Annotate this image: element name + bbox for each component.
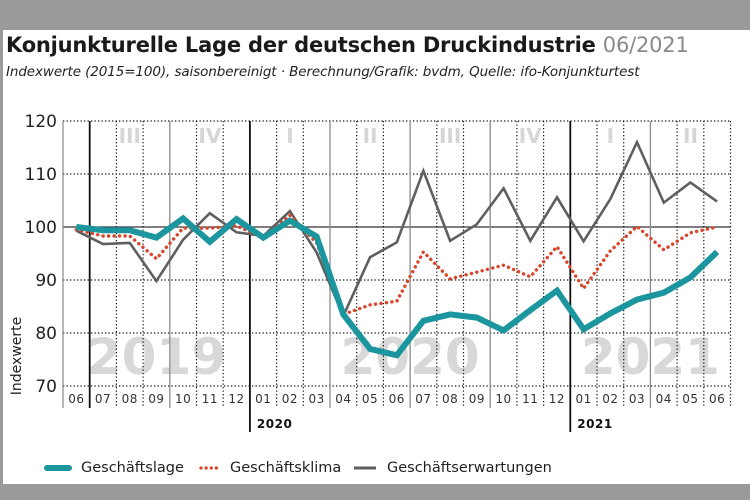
legend-item-geschaeftsklima: Geschäftsklima: [199, 460, 341, 476]
quarter-label: II: [363, 124, 378, 148]
legend-swatch-thin-line: [354, 466, 376, 470]
quarter-label: IV: [198, 124, 221, 148]
legend-label: Geschäftserwartungen: [387, 460, 552, 476]
chart-panel: [3, 30, 750, 484]
grid: [62, 120, 732, 432]
x-tick-label: 03: [309, 392, 325, 406]
x-tick-label: 02: [282, 392, 298, 406]
year-label: 2021: [577, 417, 612, 431]
legend-swatch-dotted-line: [199, 466, 221, 470]
chart-title: Konjunkturelle Lage der deutschen Drucki…: [6, 33, 689, 57]
series-lines: [74, 139, 720, 359]
y-tick-label: 100: [25, 218, 57, 238]
x-tick-label: 09: [148, 392, 164, 406]
x-tick-label: 06: [389, 392, 405, 406]
x-tick-label: 04: [656, 392, 672, 406]
quarter-label: I: [607, 124, 614, 148]
x-tick-label: 01: [255, 392, 271, 406]
x-tick-label: 11: [202, 392, 218, 406]
quarter-label: III: [119, 124, 141, 148]
y-tick-label: 120: [25, 112, 57, 132]
quarter-label: IV: [519, 124, 542, 148]
x-tick-label: 08: [442, 392, 458, 406]
chart-subtitle: Indexwerte (2015=100), saisonbereinigt ·…: [6, 64, 640, 80]
year-label: 2020: [257, 417, 292, 431]
title-text: Konjunkturelle Lage der deutschen Drucki…: [6, 33, 596, 57]
x-tick-label: 05: [362, 392, 378, 406]
legend-label: Geschäftslage: [81, 460, 184, 476]
x-tick-label: 10: [175, 392, 191, 406]
x-tick-label: 10: [495, 392, 511, 406]
legend: Geschäftslage Geschäftsklima Geschäftser…: [0, 460, 750, 480]
background-year-labels: 2019 2020 2021: [87, 328, 720, 386]
x-tick-label: 08: [122, 392, 138, 406]
series-line-geschaeftslage: [75, 214, 720, 359]
x-tick-label: 07: [415, 392, 431, 406]
x-tick-label: 07: [95, 392, 111, 406]
legend-label: Geschäftsklima: [230, 460, 342, 476]
quarter-label: III: [439, 124, 461, 148]
x-axis-ticks: 06 07 08 09 10 11 12 01 02 03 04 05 06 07 08 09 10 11 12 01…: [68, 392, 725, 406]
x-tick-label: 06: [68, 392, 84, 406]
quarter-label: I: [286, 124, 293, 148]
x-tick-label: 11: [522, 392, 538, 406]
x-tick-label: 12: [549, 392, 565, 406]
x-tick-label: 12: [228, 392, 244, 406]
y-tick-label: 90: [35, 271, 57, 291]
y-axis-ticks: 70 80 90 100 110 120: [25, 112, 57, 397]
x-tick-label: 02: [602, 392, 618, 406]
x-tick-label: 09: [469, 392, 485, 406]
y-tick-label: 80: [35, 324, 57, 344]
legend-item-geschaeftslage: Geschäftslage: [44, 460, 184, 476]
y-tick-label: 110: [25, 165, 57, 185]
y-axis-label: Indexwerte: [9, 317, 25, 395]
legend-swatch-thick-line: [44, 465, 72, 471]
series-line-geschaeftsklima: [74, 213, 719, 317]
title-date: 06/2021: [602, 33, 689, 57]
quarter-label: II: [683, 124, 698, 148]
x-tick-label: 06: [709, 392, 725, 406]
y-tick-label: 70: [35, 377, 57, 397]
series-line-geschaeftserwartungen: [75, 139, 718, 320]
x-tick-label: 04: [335, 392, 351, 406]
quarter-labels: III IV I II III IV I II: [119, 124, 698, 148]
year-labels: 2020 2021: [257, 417, 612, 431]
x-tick-label: 01: [576, 392, 592, 406]
background-year-label: 2019: [87, 328, 226, 386]
x-tick-label: 03: [629, 392, 645, 406]
legend-item-geschaeftserwartungen: Geschäftserwartungen: [352, 460, 552, 476]
x-tick-label: 05: [682, 392, 698, 406]
